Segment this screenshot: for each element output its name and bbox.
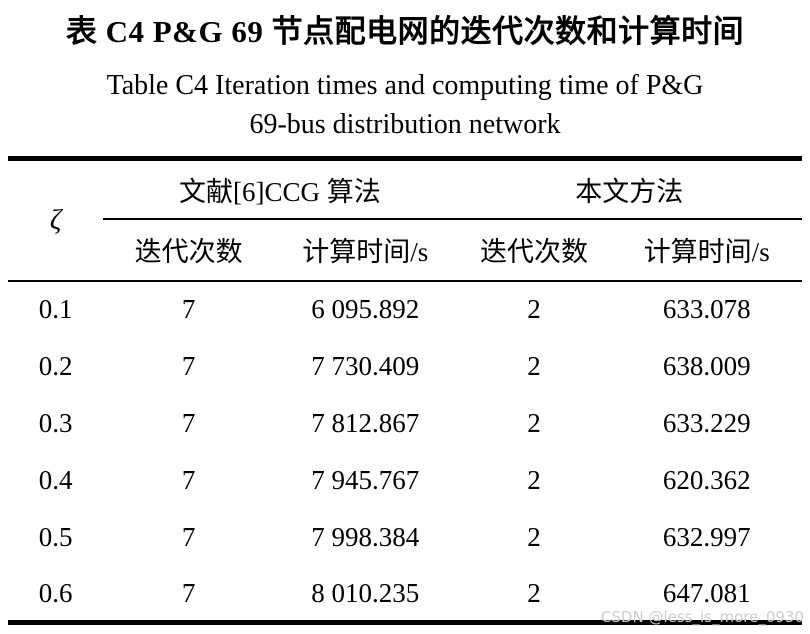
cell-proposed-iterations: 2 [527,350,541,381]
csdn-watermark: CSDN @less_is_more_0930 [600,608,804,626]
cell-proposed-iterations: 2 [527,407,541,438]
cell-proposed-iterations: 2 [527,521,541,552]
cell-ccg-iterations: 7 [181,407,196,438]
cell-ccg-time: 7 730.409 [311,350,420,381]
cell-zeta: 0.3 [38,407,73,438]
cell-ccg-time: 7 998.384 [311,521,420,552]
zeta-column-header: ζ [8,158,104,282]
cell-proposed-iterations: 2 [527,294,541,325]
cell-zeta: 0.5 [38,521,73,552]
cell-zeta: 0.4 [38,464,73,495]
table-row: 0.4 7 7 945.767 2 620.362 [8,452,802,509]
cell-ccg-iterations: 7 [181,464,196,495]
table-row: 0.3 7 7 812.867 2 633.229 [8,395,802,452]
subheader-ccg-iterations: 迭代次数 [103,218,274,282]
table-row: 0.2 7 7 730.409 2 638.009 [8,338,802,395]
group-header-proposed: 本文方法 [456,158,802,220]
cell-proposed-iterations: 2 [527,577,541,608]
subheader-proposed-iterations: 迭代次数 [456,218,612,282]
results-table: ζ 文献[6]CCG 算法 本文方法 迭代次数 计算时间/s 迭代次数 计算时间… [8,156,802,626]
cell-ccg-time: 6 095.892 [311,294,420,325]
cell-proposed-time: 647.081 [662,577,751,608]
table-row: 0.6 7 8 010.235 2 647.081 [8,566,802,623]
cell-ccg-iterations: 7 [181,350,196,381]
cell-ccg-iterations: 7 [181,294,196,325]
cell-ccg-time: 7 812.867 [311,407,420,438]
cell-proposed-time: 633.229 [662,407,751,438]
cell-proposed-time: 638.009 [662,350,751,381]
table-sub-header-row: 迭代次数 计算时间/s 迭代次数 计算时间/s [8,218,802,282]
subheader-proposed-time: 计算时间/s [611,218,802,282]
table-title-zh: 表 C4 P&G 69 节点配电网的迭代次数和计算时间 [65,14,745,49]
subheader-ccg-time: 计算时间/s [273,218,457,282]
cell-zeta: 0.2 [38,350,73,381]
cell-ccg-iterations: 7 [181,521,196,552]
cell-zeta: 0.1 [38,294,73,325]
cell-ccg-time: 7 945.767 [311,464,420,495]
group-header-ccg: 文献[6]CCG 算法 [103,158,457,220]
cell-ccg-iterations: 7 [181,577,196,608]
table-row: 0.5 7 7 998.384 2 632.997 [8,509,802,566]
cell-ccg-time: 8 010.235 [311,577,420,608]
table-row: 0.1 7 6 095.892 2 633.078 [8,281,802,338]
cell-zeta: 0.6 [38,577,73,608]
table-group-header-row: ζ 文献[6]CCG 算法 本文方法 [8,158,802,282]
cell-proposed-time: 633.078 [662,294,751,325]
table-title-en-line1: Table C4 Iteration times and computing t… [106,70,704,101]
cell-proposed-iterations: 2 [527,464,541,495]
table-title-en-line2: 69-bus distribution network [249,108,561,140]
cell-proposed-time: 620.362 [662,464,751,495]
table-title-en: Table C4 Iteration times and computing t… [0,67,810,144]
cell-proposed-time: 632.997 [662,521,751,552]
